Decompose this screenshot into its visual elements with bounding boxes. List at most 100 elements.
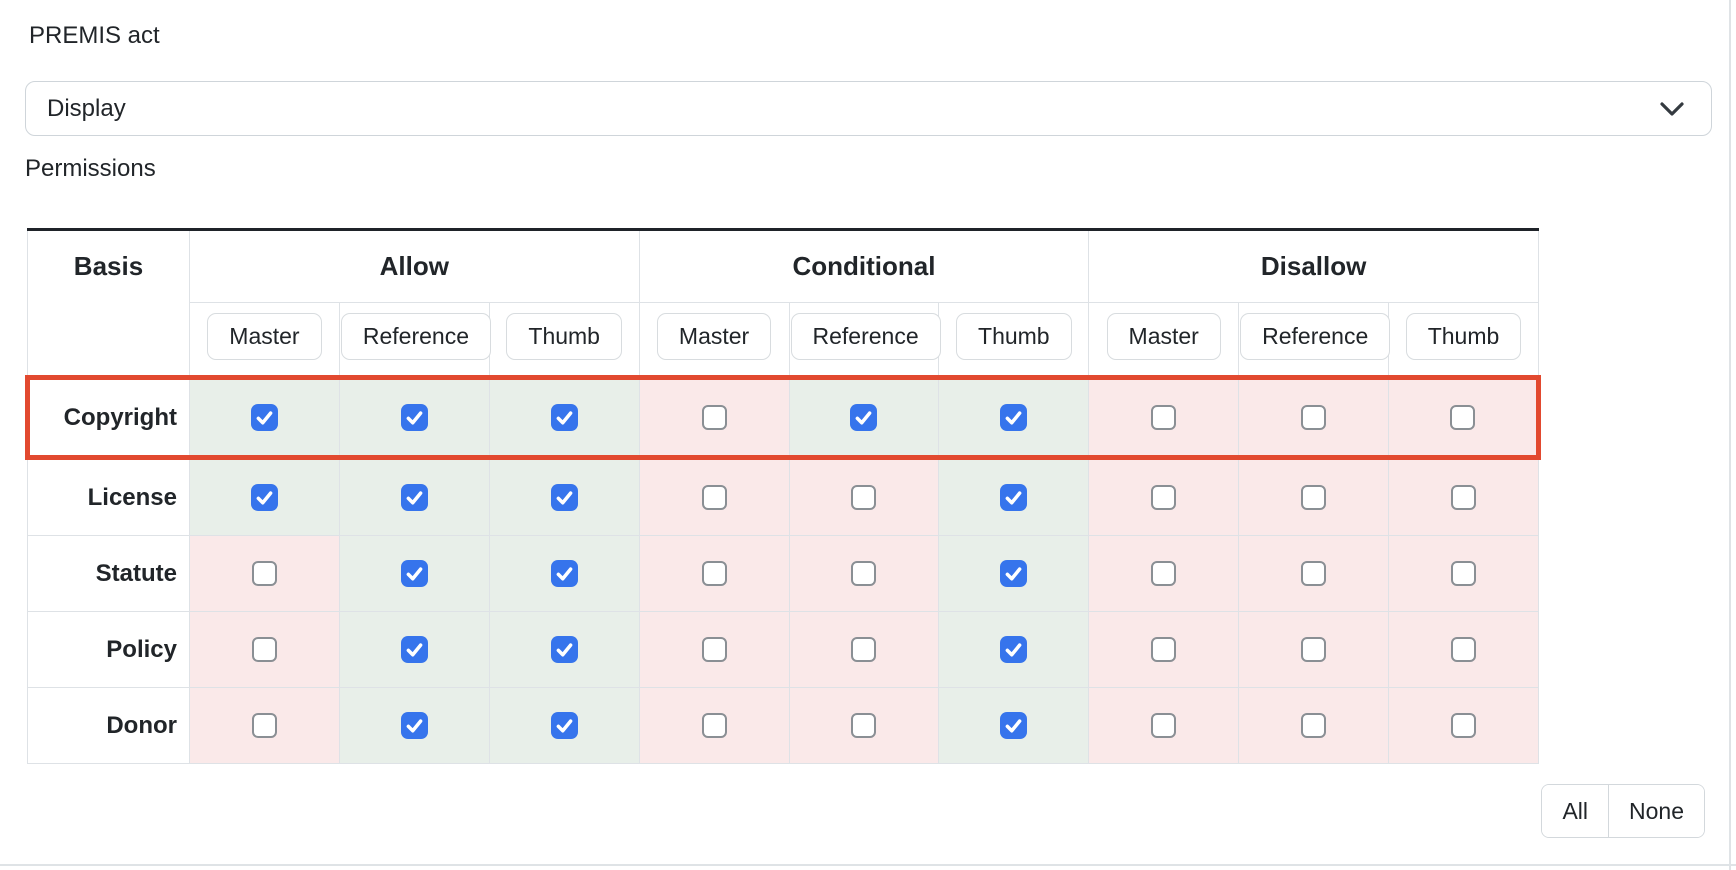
permission-cell: [788, 377, 940, 458]
permission-row-license: License: [27, 457, 1539, 536]
checkbox-unchecked[interactable]: [701, 561, 727, 586]
permission-cell: [488, 535, 640, 612]
checkbox-unchecked[interactable]: [1301, 713, 1327, 738]
checkbox-checked[interactable]: [400, 712, 428, 739]
premis-act-selected-value: Display: [47, 94, 126, 122]
premis-act-label: PREMIS act: [29, 22, 160, 49]
checkbox-unchecked[interactable]: [851, 713, 877, 738]
checkbox-unchecked[interactable]: [1151, 485, 1177, 510]
permission-cell: [938, 377, 1090, 458]
permission-cell: [1238, 535, 1389, 612]
permission-cell: [1088, 535, 1240, 612]
checkbox-checked[interactable]: [250, 484, 278, 511]
checkbox-checked[interactable]: [400, 636, 428, 663]
checkbox-checked[interactable]: [1000, 484, 1028, 511]
checkbox-unchecked[interactable]: [851, 637, 877, 662]
basis-label-donor: Donor: [27, 687, 190, 764]
allow-reference-column-button[interactable]: Reference: [340, 313, 491, 360]
checkbox-checked[interactable]: [550, 636, 578, 663]
checkbox-unchecked[interactable]: [1451, 637, 1476, 662]
permission-cell: [488, 687, 640, 764]
permission-cell: [338, 611, 490, 688]
permission-cell: [938, 457, 1090, 536]
checkbox-checked[interactable]: [400, 484, 428, 511]
permission-cell: [638, 535, 790, 612]
permission-cell: [1238, 611, 1389, 688]
subcolumn-header-row: Master Reference Thumb Master Reference …: [28, 302, 1539, 378]
permission-cell: [338, 687, 490, 764]
permission-row-statute: Statute: [27, 535, 1539, 612]
checkbox-unchecked[interactable]: [1151, 405, 1177, 430]
checkbox-checked[interactable]: [550, 484, 578, 511]
conditional-thumb-column-button[interactable]: Thumb: [956, 313, 1072, 360]
group-header-disallow: Disallow: [1088, 229, 1539, 303]
checkbox-unchecked[interactable]: [1451, 713, 1476, 738]
checkbox-checked[interactable]: [550, 712, 578, 739]
checkbox-unchecked[interactable]: [1450, 405, 1475, 430]
conditional-reference-column-button[interactable]: Reference: [790, 313, 941, 360]
select-none-button[interactable]: None: [1608, 785, 1704, 837]
permission-cell: [1388, 535, 1539, 612]
checkbox-checked[interactable]: [1000, 636, 1028, 663]
checkbox-unchecked[interactable]: [851, 485, 877, 510]
checkbox-unchecked[interactable]: [1451, 561, 1476, 586]
permission-cell: [189, 535, 340, 612]
checkbox-unchecked[interactable]: [251, 561, 277, 586]
group-header-conditional: Conditional: [638, 229, 1090, 303]
checkbox-unchecked[interactable]: [1151, 713, 1177, 738]
bulk-select-button-group: All None: [1541, 784, 1705, 838]
permission-cell: [638, 611, 790, 688]
allow-thumb-column-button[interactable]: Thumb: [506, 313, 622, 360]
permission-cell: [1238, 457, 1389, 536]
permission-cell: [638, 457, 790, 536]
permission-cell: [189, 611, 340, 688]
checkbox-unchecked[interactable]: [701, 637, 727, 662]
checkbox-unchecked[interactable]: [701, 485, 727, 510]
basis-label-license: License: [27, 457, 190, 536]
checkbox-unchecked[interactable]: [851, 561, 877, 586]
checkbox-checked[interactable]: [550, 560, 578, 587]
permission-cell: [788, 457, 940, 536]
basis-label-copyright: Copyright: [27, 377, 190, 458]
checkbox-unchecked[interactable]: [1301, 637, 1327, 662]
allow-master-column-button[interactable]: Master: [207, 313, 322, 360]
checkbox-checked[interactable]: [1000, 404, 1028, 431]
permission-cell: [488, 611, 640, 688]
checkbox-unchecked[interactable]: [1301, 561, 1327, 586]
checkbox-checked[interactable]: [850, 404, 878, 431]
checkbox-unchecked[interactable]: [251, 637, 277, 662]
premis-act-select[interactable]: Display: [25, 81, 1712, 136]
checkbox-checked[interactable]: [400, 560, 428, 587]
basis-column-header: Basis: [27, 229, 190, 378]
permission-cell: [1388, 457, 1539, 536]
permission-cell: [1388, 687, 1539, 764]
checkbox-checked[interactable]: [1000, 560, 1028, 587]
disallow-thumb-column-button[interactable]: Thumb: [1405, 313, 1522, 360]
permission-cell: [788, 611, 940, 688]
checkbox-unchecked[interactable]: [1151, 561, 1177, 586]
pane-right-border: [1729, 0, 1731, 870]
select-all-button[interactable]: All: [1542, 785, 1609, 837]
checkbox-checked[interactable]: [1000, 712, 1028, 739]
checkbox-checked[interactable]: [550, 404, 578, 431]
permission-row-donor: Donor: [27, 687, 1539, 764]
basis-label-policy: Policy: [27, 611, 190, 688]
checkbox-unchecked[interactable]: [1451, 485, 1476, 510]
permission-cell: [338, 377, 490, 458]
checkbox-unchecked[interactable]: [251, 713, 277, 738]
permission-cell: [189, 377, 340, 458]
checkbox-unchecked[interactable]: [1151, 637, 1177, 662]
permission-cell: [488, 377, 640, 458]
checkbox-unchecked[interactable]: [1301, 485, 1327, 510]
conditional-master-column-button[interactable]: Master: [656, 313, 772, 360]
checkbox-unchecked[interactable]: [701, 405, 727, 430]
checkbox-unchecked[interactable]: [701, 713, 727, 738]
disallow-master-column-button[interactable]: Master: [1106, 313, 1221, 360]
disallow-reference-column-button[interactable]: Reference: [1240, 313, 1391, 360]
checkbox-checked[interactable]: [250, 404, 278, 431]
permissions-table: Basis Allow Conditional Disallow Master …: [25, 228, 1541, 764]
permission-cell: [338, 535, 490, 612]
checkbox-checked[interactable]: [400, 404, 428, 431]
checkbox-unchecked[interactable]: [1301, 405, 1327, 430]
permission-row-copyright: Copyright: [27, 377, 1539, 458]
